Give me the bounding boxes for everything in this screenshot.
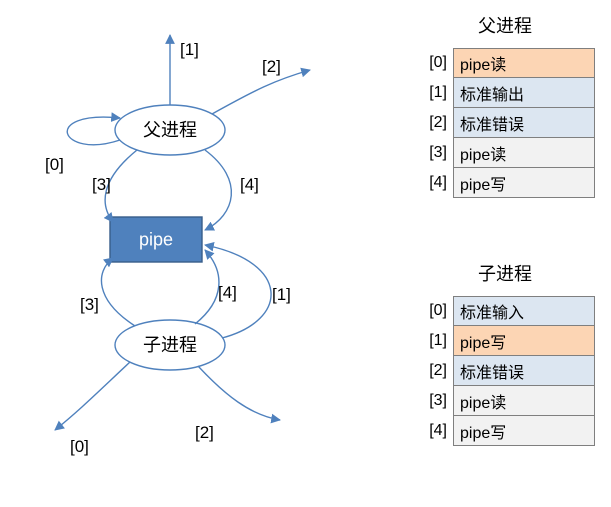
table-row: [1]pipe写	[415, 326, 595, 356]
edge-child-3	[101, 258, 135, 326]
pipe-label: pipe	[139, 229, 173, 249]
table-row: [2]标准错误	[415, 356, 595, 386]
parent-fd-table-title: 父进程	[415, 12, 595, 38]
edge-label-p4: [4]	[240, 175, 259, 194]
fd-index: [1]	[415, 326, 453, 356]
edge-label-p0: [0]	[45, 155, 64, 174]
table-row: [0]pipe读	[415, 48, 595, 78]
edge-parent-4	[205, 150, 231, 230]
parent-process-node: 父进程	[115, 105, 225, 155]
child-fd-table-title: 子进程	[415, 260, 595, 286]
table-row: [3]pipe读	[415, 138, 595, 168]
table-row: [4]pipe写	[415, 168, 595, 198]
edge-child-0	[55, 362, 130, 430]
fd-index: [4]	[415, 416, 453, 446]
fd-index: [0]	[415, 48, 453, 78]
fd-cell: pipe读	[453, 48, 595, 78]
table-row: [3]pipe读	[415, 386, 595, 416]
table-row: [1]标准输出	[415, 78, 595, 108]
child-process-node: 子进程	[115, 320, 225, 370]
table-row: [0]标准输入	[415, 296, 595, 326]
pipe-node: pipe	[110, 217, 202, 262]
table-row: [2]标准错误	[415, 108, 595, 138]
edge-label-p1: [1]	[180, 40, 199, 59]
fd-cell: pipe读	[453, 385, 595, 416]
pipe-diagram: 父进程 pipe 子进程 [1] [2] [0] [3] [4]	[0, 0, 370, 507]
edge-label-c2: [2]	[195, 423, 214, 442]
child-process-label: 子进程	[143, 335, 197, 355]
fd-cell: pipe写	[453, 415, 595, 446]
edge-label-p2: [2]	[262, 57, 281, 76]
parent-fd-table: 父进程 [0]pipe读[1]标准输出[2]标准错误[3]pipe读[4]pip…	[415, 12, 595, 198]
table-row: [4]pipe写	[415, 416, 595, 446]
edge-label-c4: [4]	[218, 283, 237, 302]
child-fd-table: 子进程 [0]标准输入[1]pipe写[2]标准错误[3]pipe读[4]pip…	[415, 260, 595, 446]
fd-index: [3]	[415, 138, 453, 168]
fd-cell: 标准输入	[453, 296, 595, 326]
fd-index: [4]	[415, 168, 453, 198]
fd-cell: 标准输出	[453, 77, 595, 108]
fd-index: [0]	[415, 296, 453, 326]
fd-index: [3]	[415, 386, 453, 416]
edge-parent-0	[67, 117, 120, 145]
fd-cell: pipe写	[453, 325, 595, 356]
canvas: 父进程 pipe 子进程 [1] [2] [0] [3] [4]	[0, 0, 611, 507]
edge-label-c0: [0]	[70, 437, 89, 456]
edge-parent-2	[212, 70, 310, 114]
edge-label-c1: [1]	[272, 285, 291, 304]
fd-index: [2]	[415, 356, 453, 386]
edge-label-p3: [3]	[92, 175, 111, 194]
edge-child-1	[205, 245, 271, 338]
fd-cell: pipe写	[453, 167, 595, 198]
fd-index: [2]	[415, 108, 453, 138]
edge-child-2	[198, 366, 280, 420]
fd-cell: 标准错误	[453, 355, 595, 386]
edge-label-c3: [3]	[80, 295, 99, 314]
fd-cell: 标准错误	[453, 107, 595, 138]
parent-process-label: 父进程	[143, 120, 197, 140]
fd-cell: pipe读	[453, 137, 595, 168]
fd-index: [1]	[415, 78, 453, 108]
